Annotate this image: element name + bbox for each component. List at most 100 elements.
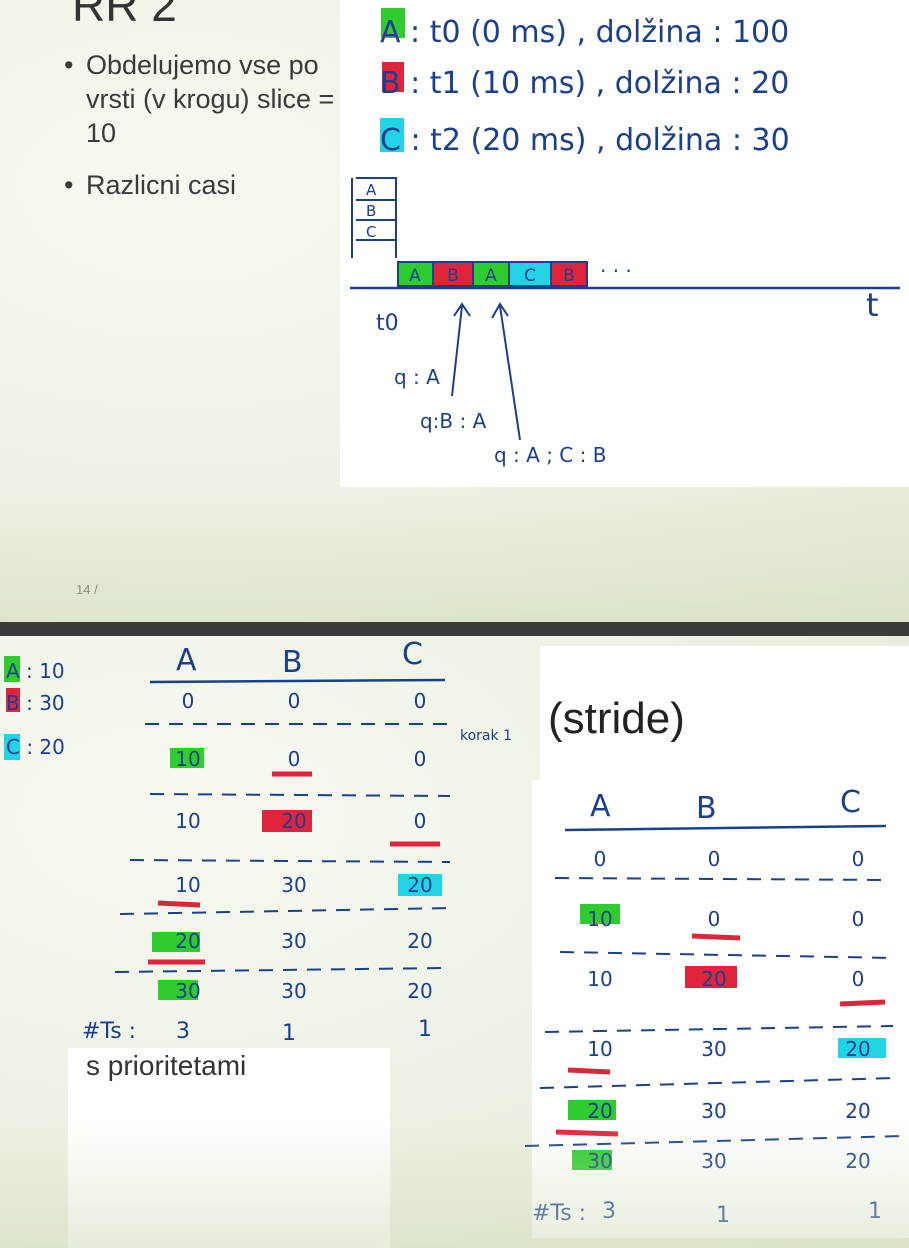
table-cell: 0 bbox=[288, 747, 301, 771]
table-cell: 0 bbox=[708, 847, 721, 871]
table-cell: 10 bbox=[175, 747, 200, 771]
ts-value-c: 1 bbox=[418, 1017, 432, 1042]
table-cell: 0 bbox=[288, 689, 301, 713]
table-cell: 20 bbox=[407, 979, 432, 1003]
proc-a-highlight bbox=[381, 8, 405, 38]
table-cell: 0 bbox=[414, 809, 427, 833]
table-cell: 10 bbox=[587, 907, 612, 931]
right-ts-label: #Ts : bbox=[532, 1201, 586, 1226]
cell-highlight-green bbox=[170, 748, 204, 768]
handwritten-note-panel bbox=[340, 0, 909, 487]
note-line-a: A : t0 (0 ms) , dolžina : 100 bbox=[380, 15, 789, 50]
timeline-block-a bbox=[472, 261, 510, 287]
right-header-underline bbox=[564, 824, 887, 832]
slide-stride: (stride) s prioritetami A : 10 B : 30 C … bbox=[0, 636, 909, 1248]
handwritten-stride-table: A : 10 B : 30 C : 20 A B C korak 1 0 0 010… bbox=[4, 637, 906, 1228]
row-separators bbox=[114, 723, 455, 973]
table-cell: 30 bbox=[281, 979, 306, 1003]
table-cell: 10 bbox=[587, 967, 612, 991]
weight-a-highlight bbox=[4, 656, 20, 682]
right-min-marker bbox=[567, 1067, 611, 1075]
weight-b-highlight bbox=[6, 688, 20, 712]
table-cell: 20 bbox=[587, 1099, 612, 1123]
page-number: 14 / bbox=[76, 582, 98, 597]
table-cell: 10 bbox=[175, 873, 200, 897]
arrows bbox=[451, 302, 521, 441]
table-cell: 30 bbox=[587, 1149, 612, 1173]
right-ts-value-c: 1 bbox=[868, 1199, 882, 1224]
priorities-label: s prioritetami bbox=[86, 1050, 247, 1081]
weight-b: B : 30 bbox=[6, 691, 65, 715]
right-col-header-a: A bbox=[590, 789, 611, 824]
table-cell: 0 bbox=[414, 747, 427, 771]
stride-label: (stride) bbox=[548, 694, 685, 743]
col-header-b: B bbox=[282, 645, 303, 680]
table-cell: 20 bbox=[175, 929, 200, 953]
proc-b-highlight bbox=[382, 62, 404, 92]
table-cell: 30 bbox=[701, 1149, 726, 1173]
right-min-marker bbox=[555, 1129, 619, 1137]
cell-highlight-green bbox=[152, 932, 200, 952]
note-line-b: B : t1 (10 ms) , dolžina : 20 bbox=[380, 66, 789, 101]
queue-stack bbox=[351, 177, 397, 258]
table-cell: 10 bbox=[175, 809, 200, 833]
right-col-header-b: B bbox=[696, 791, 717, 826]
queue-label-b: B bbox=[366, 202, 376, 220]
right-ts-value-b: 1 bbox=[716, 1203, 730, 1228]
queue-state-2: q:B : A bbox=[420, 409, 487, 433]
queue-label-c: C bbox=[366, 223, 376, 241]
right-cell-highlight-cyan bbox=[838, 1038, 886, 1058]
timeline-block-label: C bbox=[524, 266, 536, 286]
cell-highlight-green bbox=[158, 980, 198, 1000]
min-marker bbox=[157, 900, 201, 908]
table-cell: 30 bbox=[281, 873, 306, 897]
right-min-marker bbox=[691, 933, 741, 941]
table-cell: 0 bbox=[852, 967, 865, 991]
table-cell: 20 bbox=[281, 809, 306, 833]
slide-divider bbox=[0, 622, 909, 636]
cell-highlight-cyan bbox=[398, 874, 442, 896]
weight-c-highlight bbox=[4, 734, 20, 760]
ts-value-a: 3 bbox=[176, 1019, 190, 1044]
table-cell: 20 bbox=[845, 1149, 870, 1173]
table-cell: 30 bbox=[175, 979, 200, 1003]
table-cell: 20 bbox=[701, 967, 726, 991]
timeline-block-label: A bbox=[485, 266, 497, 286]
bullet-item: • Obdelujemo vse po vrsti (v krogu) slice… bbox=[64, 50, 335, 148]
timeline-block-b bbox=[432, 261, 474, 287]
table-cell: 10 bbox=[587, 1037, 612, 1061]
weight-c: C : 20 bbox=[6, 735, 65, 759]
table-cell: 30 bbox=[701, 1037, 726, 1061]
table-cell: 0 bbox=[708, 907, 721, 931]
table-cell: 0 bbox=[594, 847, 607, 871]
right-ts-value-a: 3 bbox=[602, 1199, 616, 1224]
right-cell-highlight-red bbox=[685, 966, 737, 988]
table-cell: 20 bbox=[845, 1037, 870, 1061]
timeline-block-label: A bbox=[409, 266, 421, 286]
t0-label: t0 bbox=[376, 311, 399, 336]
timeline-ellipsis: · · · bbox=[600, 259, 632, 283]
queue-state-1: q : A bbox=[394, 365, 440, 389]
bullet-list: • Obdelujemo vse po vrsti (v krogu) slice… bbox=[60, 48, 350, 220]
table-cells: 0 0 0 10 0 0 10 20 0 10 30 20 20 30 20 30 30 20 bbox=[175, 689, 432, 1003]
table-cell: 30 bbox=[281, 929, 306, 953]
bullet-dot-icon: • bbox=[64, 50, 74, 80]
ts-label: #Ts : bbox=[82, 1019, 136, 1044]
timeline-block-b bbox=[550, 261, 588, 287]
right-table-cells: 0 0 0 10 0 0 10 20 0 10 30 20 20 30 20 30 30 20 bbox=[587, 847, 870, 1173]
proc-c-highlight bbox=[380, 118, 404, 152]
table-cell: 0 bbox=[852, 907, 865, 931]
handwritten-rr-diagram: A : t0 (0 ms) , dolžina : 100 B : t1 (10… bbox=[350, 8, 900, 467]
stride-label-panel bbox=[540, 646, 909, 780]
slide-rr2: RR 2 • Obdelujemo vse po vrsti (v krogu) … bbox=[0, 0, 909, 622]
col-header-a: A bbox=[176, 643, 197, 678]
table-cell: 0 bbox=[414, 689, 427, 713]
table-cell: 20 bbox=[845, 1099, 870, 1123]
timeline-block-a bbox=[397, 261, 434, 287]
queue-state-3: q : A ; C : B bbox=[494, 443, 606, 467]
right-cell-highlight-green bbox=[580, 904, 620, 924]
timeline-block-label: B bbox=[447, 266, 459, 286]
axis-t-label: t bbox=[866, 286, 879, 324]
right-cell-highlight-green bbox=[568, 1100, 616, 1120]
timeline-block-label: B bbox=[563, 266, 575, 286]
